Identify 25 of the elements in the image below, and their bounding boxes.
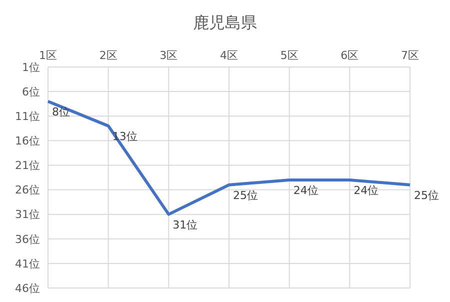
y-tick-label: 1位 <box>22 60 40 74</box>
y-tick-label: 36位 <box>15 232 40 246</box>
x-tick-label: 4区 <box>220 49 238 62</box>
data-label: 8位 <box>52 105 70 118</box>
x-tick-label: 5区 <box>280 49 298 62</box>
y-tick-label: 26位 <box>15 184 40 197</box>
y-tick-label: 6位 <box>22 85 40 98</box>
x-tick-label: 3区 <box>160 49 178 62</box>
chart-title: 鹿児島県 <box>192 12 258 34</box>
x-tick-label: 7区 <box>401 49 419 62</box>
y-tick-label: 31位 <box>15 208 40 222</box>
y-tick-label: 21位 <box>15 159 40 172</box>
y-tick-label: 11位 <box>15 110 40 124</box>
x-tick-label: 6区 <box>340 49 359 62</box>
y-tick-label: 46位 <box>15 282 40 295</box>
data-label: 25位 <box>414 188 439 202</box>
data-label: 25位 <box>233 188 258 202</box>
y-tick-label: 41位 <box>15 257 40 270</box>
x-tick-label: 2区 <box>99 49 118 62</box>
data-label: 24位 <box>293 184 318 197</box>
data-label: 24位 <box>354 184 379 197</box>
y-tick-label: 16位 <box>15 134 40 148</box>
data-label: 31位 <box>172 218 198 232</box>
x-tick-label: 1区 <box>39 49 57 62</box>
line-series <box>46 100 412 216</box>
